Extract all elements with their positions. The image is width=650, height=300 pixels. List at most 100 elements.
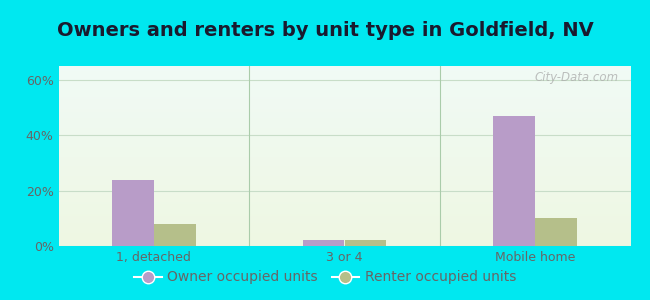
Bar (58, 128, 630, 129)
Bar (58, 237, 630, 238)
Bar (58, 126, 630, 127)
Bar (58, 146, 630, 147)
Bar (58, 118, 630, 119)
Bar (58, 70, 630, 71)
Bar (58, 97, 630, 98)
Bar (58, 112, 630, 113)
Bar (58, 125, 630, 126)
Bar (58, 211, 630, 212)
Bar (58, 234, 630, 235)
Bar (58, 119, 630, 120)
Bar (58, 108, 630, 109)
Bar (58, 148, 630, 149)
Bar (58, 208, 630, 209)
Bar (58, 204, 630, 205)
Bar (58, 245, 630, 246)
Bar (58, 209, 630, 210)
Bar (58, 158, 630, 159)
Bar (58, 73, 630, 74)
Bar (58, 131, 630, 132)
Bar (58, 111, 630, 112)
Bar (58, 219, 630, 220)
Bar (58, 98, 630, 99)
Bar (58, 233, 630, 234)
Bar (58, 153, 630, 154)
Bar (58, 230, 630, 231)
Bar (58, 221, 630, 222)
Bar (58, 185, 630, 186)
Bar (58, 110, 630, 111)
Bar (58, 156, 630, 157)
Bar (58, 94, 630, 95)
Bar (58, 122, 630, 123)
Bar (58, 109, 630, 110)
Bar (58, 164, 630, 165)
Bar (58, 103, 630, 104)
Bar (58, 180, 630, 181)
Bar (535, 218, 577, 246)
Bar (58, 166, 630, 167)
Bar (58, 162, 630, 163)
Bar (58, 138, 630, 139)
Bar (58, 222, 630, 223)
Bar (58, 205, 630, 206)
Bar (58, 212, 630, 213)
Bar (58, 140, 630, 141)
Bar (58, 163, 630, 164)
Bar (58, 224, 630, 225)
Bar (58, 113, 630, 114)
Bar (58, 229, 630, 230)
Bar (58, 83, 630, 84)
Bar (58, 75, 630, 76)
Bar (58, 105, 630, 106)
Bar (58, 66, 630, 67)
Bar (58, 235, 630, 236)
Bar (112, 179, 154, 246)
Bar (58, 69, 630, 70)
Bar (58, 99, 630, 100)
Bar (58, 71, 630, 72)
Bar (58, 121, 630, 122)
Bar (58, 244, 630, 245)
Bar (344, 241, 387, 246)
Bar (58, 159, 630, 160)
Bar (58, 102, 630, 103)
Bar (58, 129, 630, 130)
Bar (58, 199, 630, 200)
Bar (58, 197, 630, 198)
Bar (58, 226, 630, 227)
Bar (58, 135, 630, 136)
Bar (58, 169, 630, 170)
Bar (58, 217, 630, 218)
Bar (58, 124, 630, 125)
Bar (58, 194, 630, 195)
Bar (58, 100, 630, 101)
Bar (58, 133, 630, 134)
Bar (58, 181, 630, 182)
Bar (58, 239, 630, 240)
Bar (58, 242, 630, 243)
Bar (58, 193, 630, 194)
Bar (58, 74, 630, 75)
Bar (58, 147, 630, 148)
Bar (58, 160, 630, 161)
Bar (302, 241, 344, 246)
Bar (58, 89, 630, 90)
Bar (58, 203, 630, 204)
Bar (58, 90, 630, 91)
Bar (58, 195, 630, 196)
Bar (58, 120, 630, 121)
Bar (58, 168, 630, 169)
Bar (58, 127, 630, 128)
Bar (58, 243, 630, 244)
Bar (58, 241, 630, 242)
Bar (58, 189, 630, 190)
Text: Owners and renters by unit type in Goldfield, NV: Owners and renters by unit type in Goldf… (57, 21, 593, 40)
Bar (58, 225, 630, 226)
Bar (58, 236, 630, 237)
Bar (58, 196, 630, 197)
Bar (58, 115, 630, 116)
Bar (58, 136, 630, 137)
Bar (58, 173, 630, 174)
Bar (58, 188, 630, 189)
